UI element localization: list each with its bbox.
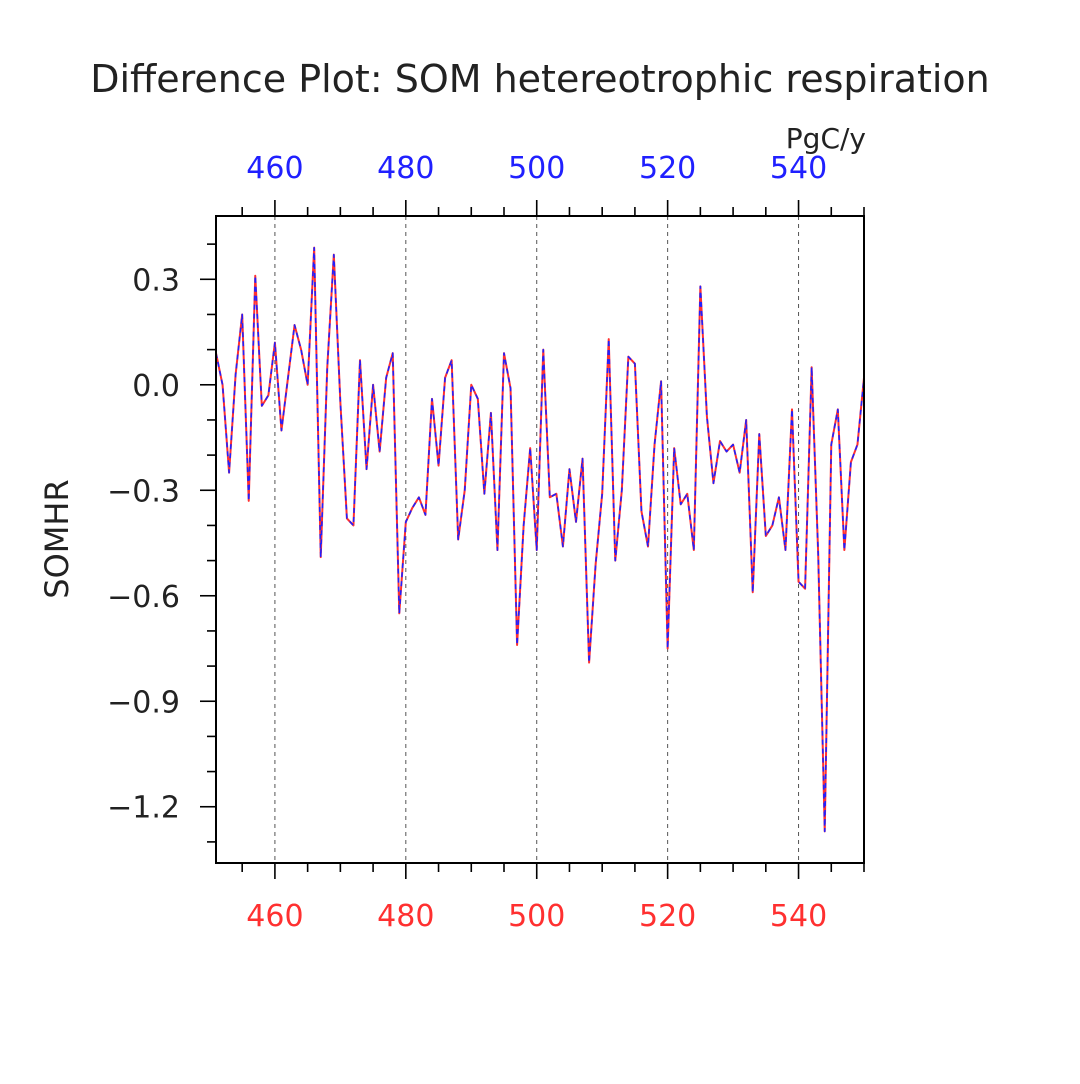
x-tick-label-top: 540 — [770, 151, 827, 186]
x-tick-label-top: 500 — [508, 151, 565, 186]
x-tick-label-bottom: 500 — [508, 899, 565, 934]
series-line-blue — [215, 246, 865, 833]
y-tick-label: 0.3 — [132, 263, 180, 298]
y-tick-label: −0.3 — [107, 474, 180, 509]
x-tick-label-bottom: 520 — [639, 899, 696, 934]
y-axis-label: SOMHR — [38, 479, 76, 598]
x-tick-label-top: 460 — [246, 151, 303, 186]
series-layer — [215, 246, 865, 833]
x-tick-label-top: 520 — [639, 151, 696, 186]
x-tick-label-bottom: 540 — [770, 899, 827, 934]
y-tick-label: −0.9 — [107, 685, 180, 720]
y-tick-label: 0.0 — [132, 369, 180, 404]
axes-layer — [200, 200, 865, 879]
x-tick-label-bottom: 480 — [377, 899, 434, 934]
plot-frame — [215, 215, 865, 864]
tick-label-layer: 460 460 480 480 500 500 520 520 540 540 0.3 0.0 −0.3… — [107, 151, 827, 934]
chart-title: Difference Plot: SOM hetereotrophic resp… — [90, 57, 990, 101]
x-tick-label-bottom: 460 — [246, 899, 303, 934]
y-tick-label: −0.6 — [107, 580, 180, 615]
y-tick-label: −1.2 — [107, 791, 180, 826]
x-tick-label-top: 480 — [377, 151, 434, 186]
units-label: PgC/y — [786, 122, 866, 155]
